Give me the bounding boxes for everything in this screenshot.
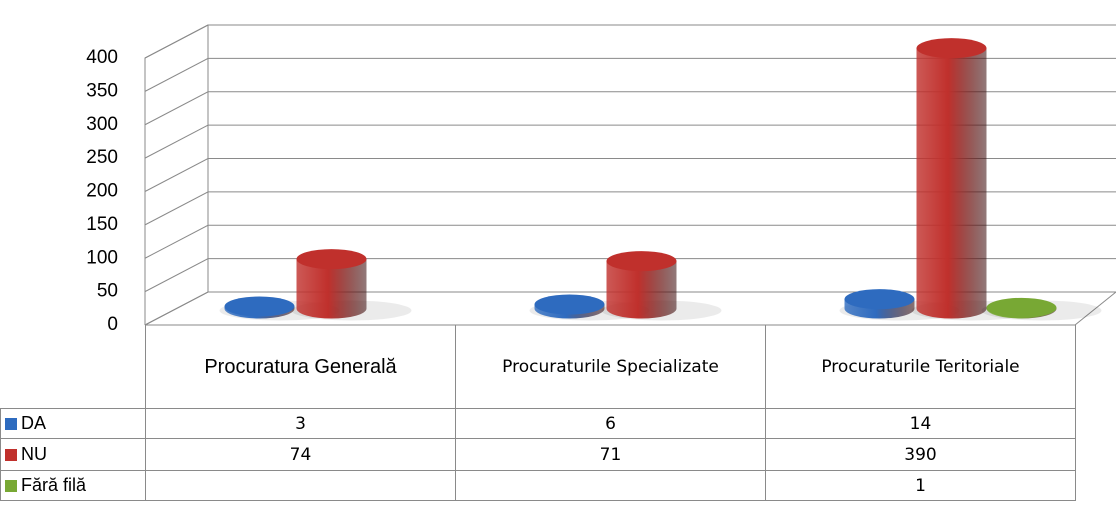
- cylinder-top: [534, 294, 605, 315]
- grid-line: [144, 24, 1116, 59]
- legend-label: DA: [21, 413, 47, 433]
- y-tick-label: 400: [86, 47, 118, 68]
- legend-label: NU: [21, 444, 47, 464]
- legend-label: Fără filă: [21, 475, 87, 495]
- grid-line: [144, 191, 1116, 226]
- legend-swatch: [5, 448, 17, 461]
- table-cell: [455, 470, 766, 501]
- legend-entry: Fără filă: [0, 470, 146, 501]
- cylinder-top: [844, 289, 915, 310]
- legend-entry: DA: [0, 408, 146, 439]
- legend-swatch: [5, 417, 17, 430]
- legend-entry: NU: [0, 438, 146, 471]
- table-cell: 74: [145, 438, 456, 471]
- cylinder: [606, 261, 677, 319]
- table-header: Procuraturile Specializate: [455, 325, 766, 409]
- table-cell: 6: [455, 408, 766, 439]
- y-tick-label: 150: [86, 214, 118, 235]
- table-cell: 390: [765, 438, 1076, 471]
- grid-line: [144, 224, 1116, 259]
- grid-line: [144, 91, 1116, 126]
- table-cell: 1: [765, 470, 1076, 501]
- grid-line: [144, 124, 1116, 159]
- table-cell: 71: [455, 438, 766, 471]
- y-tick-label: 300: [86, 114, 118, 135]
- grid-line: [144, 291, 1116, 326]
- y-tick-label: 200: [86, 181, 118, 202]
- table-header: Procuraturile Teritoriale: [765, 325, 1076, 409]
- cylinder-top: [916, 38, 987, 59]
- table-cell: 3: [145, 408, 456, 439]
- table-header: Procuratura Generală: [145, 325, 456, 409]
- cylinder-top: [224, 296, 295, 317]
- cylinder-top: [986, 297, 1057, 318]
- cylinder-top: [606, 251, 677, 272]
- y-tick-label: 100: [86, 247, 118, 268]
- y-tick-label: 0: [107, 314, 118, 335]
- table-cell: 14: [765, 408, 1076, 439]
- grid-line: [144, 57, 1116, 92]
- cylinder: [916, 48, 987, 319]
- cylinder-top: [296, 249, 367, 270]
- y-tick-label: 350: [86, 80, 118, 101]
- y-tick-label: 250: [86, 147, 118, 168]
- grid-line: [144, 158, 1116, 192]
- legend-swatch: [5, 479, 17, 492]
- y-tick-label: 50: [97, 281, 118, 302]
- table-cell: [145, 470, 456, 501]
- grid-line: [144, 258, 1116, 293]
- cylinder: [296, 259, 367, 319]
